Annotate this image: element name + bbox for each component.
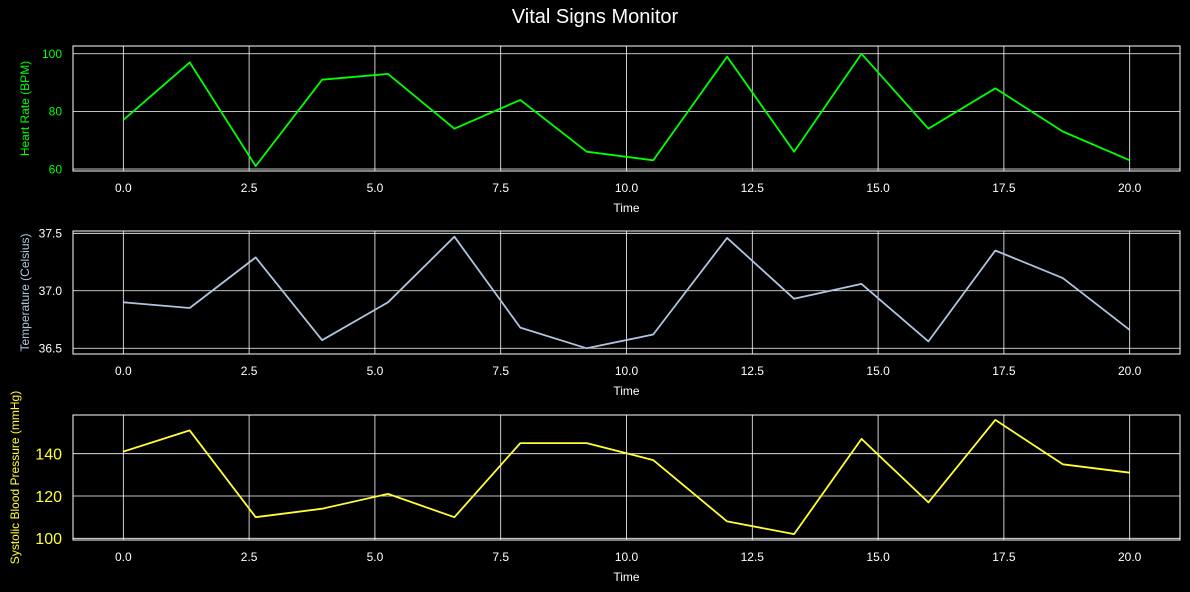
temperature-plot-frame xyxy=(72,230,1181,355)
temperature-y-tick-label: 37.0 xyxy=(39,284,63,298)
blood-pressure-x-tick-label: 10.0 xyxy=(615,550,639,564)
blood-pressure-x-tick-label: 12.5 xyxy=(741,550,765,564)
heart-rate-y-tick-label: 100 xyxy=(42,47,62,61)
blood-pressure-series-line xyxy=(123,418,1130,535)
heart-rate-x-tick-label: 2.5 xyxy=(241,181,258,195)
chart-title: Vital Signs Monitor xyxy=(511,6,679,28)
heart-rate-plot-frame xyxy=(72,45,1181,172)
heart-rate-x-tick-label: 0.0 xyxy=(115,181,132,195)
blood-pressure-x-tick-label: 2.5 xyxy=(241,550,258,564)
heart-rate-x-axis-label: Time xyxy=(613,201,640,215)
temperature-x-tick-label: 10.0 xyxy=(615,364,639,378)
heart-rate-y-tick-label: 60 xyxy=(49,162,63,176)
blood-pressure-panel: 0.0 2.5 5.0 7.5 10.0 12.5 15.0 17.5 20.0 100 120 14… xyxy=(8,391,1181,584)
heart-rate-x-tick-label: 7.5 xyxy=(492,181,509,195)
blood-pressure-y-axis-label: Systolic Blood Pressure (mmHg) xyxy=(8,391,22,564)
temperature-x-axis-label: Time xyxy=(613,384,640,398)
heart-rate-y-tick-label: 80 xyxy=(49,105,63,119)
blood-pressure-x-tick-label: 17.5 xyxy=(992,550,1016,564)
temperature-panel: 0.0 2.5 5.0 7.5 10.0 12.5 15.0 17.5 20.0 36.5 37.0… xyxy=(18,227,1181,398)
heart-rate-x-tick-label: 12.5 xyxy=(741,181,765,195)
blood-pressure-y-tick-label: 100 xyxy=(35,531,62,548)
temperature-x-tick-label: 7.5 xyxy=(492,364,509,378)
blood-pressure-x-tick-label: 20.0 xyxy=(1118,550,1142,564)
heart-rate-x-tick-label: 15.0 xyxy=(866,181,890,195)
temperature-x-tick-label: 17.5 xyxy=(992,364,1016,378)
blood-pressure-y-tick-label: 140 xyxy=(35,446,62,463)
blood-pressure-y-tick-label: 120 xyxy=(35,489,62,506)
heart-rate-x-tick-label: 17.5 xyxy=(992,181,1016,195)
temperature-x-tick-label: 15.0 xyxy=(866,364,890,378)
temperature-x-tick-label: 20.0 xyxy=(1118,364,1142,378)
blood-pressure-x-tick-label: 5.0 xyxy=(367,550,384,564)
heart-rate-y-axis-label: Heart Rate (BPM) xyxy=(18,61,32,156)
temperature-y-tick-label: 37.5 xyxy=(39,227,63,241)
heart-rate-panel: 0.0 2.5 5.0 7.5 10.0 12.5 15.0 17.5 20.0 60 80 100 T… xyxy=(18,45,1181,215)
heart-rate-x-tick-label: 10.0 xyxy=(615,181,639,195)
blood-pressure-x-axis-label: Time xyxy=(613,570,640,584)
blood-pressure-plot-frame xyxy=(72,414,1181,541)
blood-pressure-x-tick-label: 15.0 xyxy=(866,550,890,564)
blood-pressure-x-tick-label: 7.5 xyxy=(492,550,509,564)
temperature-x-tick-label: 12.5 xyxy=(741,364,765,378)
temperature-y-tick-label: 36.5 xyxy=(39,342,63,356)
temperature-y-axis-label: Temperature (Celsius) xyxy=(18,233,32,351)
heart-rate-x-tick-label: 20.0 xyxy=(1118,181,1142,195)
heart-rate-x-tick-label: 5.0 xyxy=(367,181,384,195)
temperature-x-tick-label: 5.0 xyxy=(367,364,384,378)
temperature-x-tick-label: 2.5 xyxy=(241,364,258,378)
temperature-series-line xyxy=(123,235,1131,350)
temperature-x-tick-label: 0.0 xyxy=(115,364,132,378)
blood-pressure-x-tick-label: 0.0 xyxy=(115,550,132,564)
heart-rate-series-line xyxy=(122,52,1131,168)
